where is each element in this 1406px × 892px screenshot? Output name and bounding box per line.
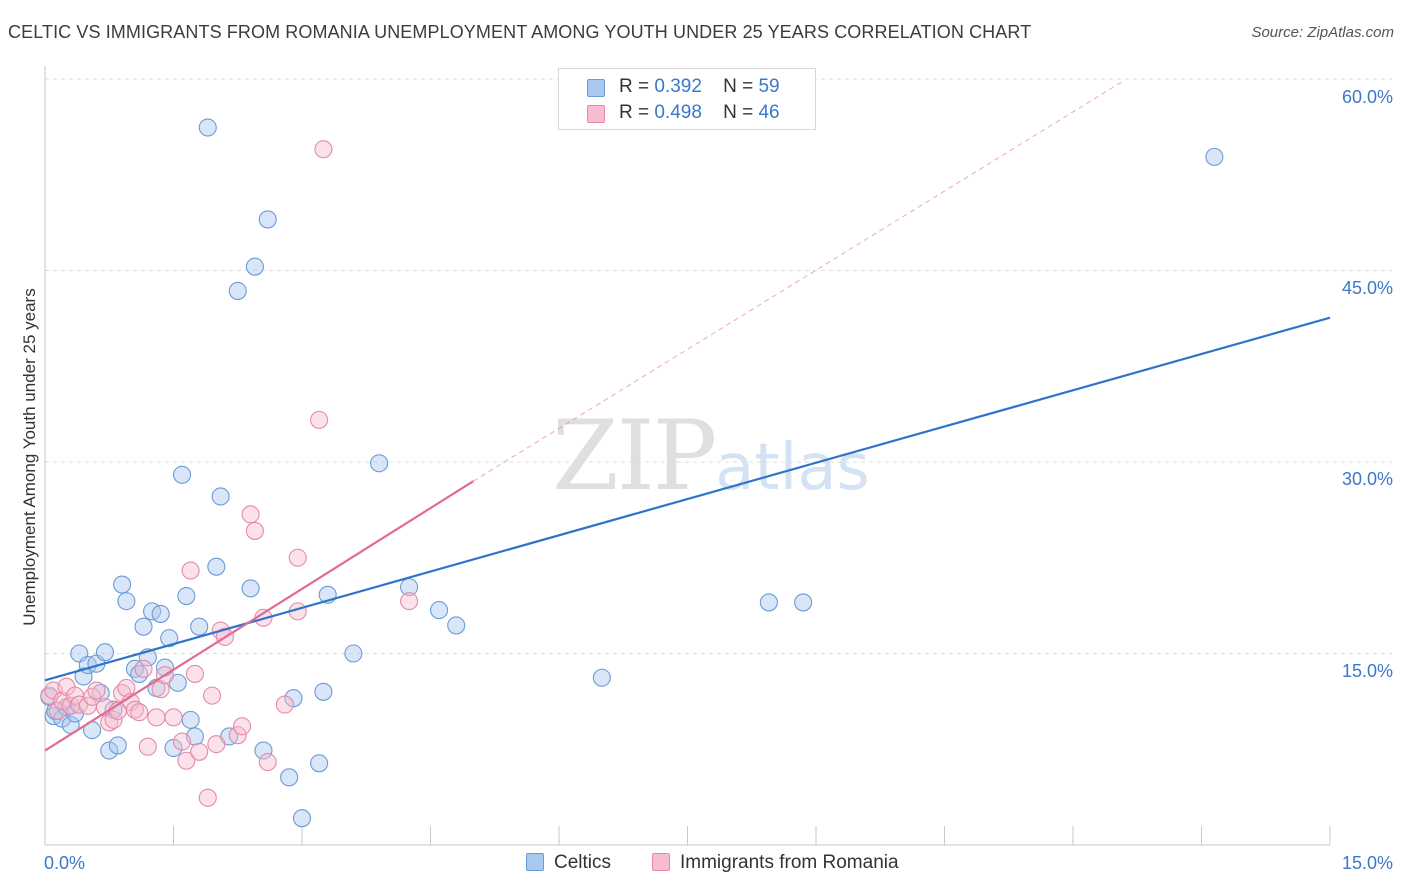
y-tick-label-45: 45.0% [1341,278,1393,298]
point-celtics-18 [117,592,136,611]
bottom-legend-swatch-romania [652,853,670,871]
legend-r-label: R = [619,102,650,123]
point-celtics-14 [100,741,119,760]
trendline-romania-extension [473,79,1125,482]
trendline-celtics [44,316,1331,682]
point-celtics-32 [181,710,200,729]
point-celtics-46 [292,809,312,828]
point-celtics-57 [794,593,813,612]
point-celtics-39 [228,281,247,300]
point-romania-45 [310,410,329,429]
point-romania-27 [177,751,196,770]
point-romania-13 [104,710,123,729]
point-romania-22 [147,708,166,727]
point-celtics-55 [592,668,611,687]
legend-n-label: N = [723,102,754,123]
point-romania-30 [190,742,209,761]
point-romania-41 [258,752,277,772]
point-romania-32 [203,686,222,705]
point-romania-36 [228,726,247,745]
point-romania-42 [275,695,294,714]
point-celtics-50 [344,644,363,663]
point-celtics-34 [190,617,209,636]
y-tick-label-60: 60.0% [1341,87,1393,107]
point-celtics-47 [310,754,329,773]
point-romania-23 [151,680,170,699]
point-romania-21 [138,737,157,756]
point-celtics-21 [134,617,153,636]
point-celtics-25 [151,604,170,623]
point-celtics-51 [370,454,389,473]
point-romania-37 [232,717,252,736]
point-celtics-48 [314,682,333,701]
point-celtics-16 [108,736,127,755]
point-romania-29 [185,664,204,683]
watermark-atlas: atlas [715,431,870,505]
point-romania-39 [245,521,264,540]
point-celtics-36 [207,557,226,576]
point-celtics-13 [95,643,115,662]
point-romania-10 [87,681,106,700]
point-celtics-30 [173,465,192,484]
point-celtics-8 [74,667,93,686]
point-celtics-27 [160,629,179,648]
point-romania-16 [117,678,136,698]
point-romania-33 [207,735,226,754]
bottom-legend-romania: Immigrants from Romania [652,852,899,874]
watermark-zip: ZIP [552,400,717,512]
point-celtics-35 [198,118,217,137]
point-romania-46 [314,140,333,159]
x-tick-label-min: 0.0% [44,853,86,873]
x-tick-label-max: 15.0% [1341,853,1393,873]
point-celtics-40 [241,579,260,598]
legend-swatch-celtics [587,79,605,97]
point-celtics-56 [759,593,778,612]
point-celtics-58 [1205,147,1224,166]
y-tick-label-15: 15.0% [1341,661,1393,681]
bottom-legend-label-celtics: Celtics [554,852,612,873]
trendline-romania [44,480,474,752]
point-celtics-37 [211,487,230,506]
point-celtics-17 [113,575,132,594]
chart-source: Source: ZipAtlas.com [1251,24,1394,41]
chart-title: CELTIC VS IMMIGRANTS FROM ROMANIA UNEMPL… [8,22,1032,42]
legend-r-label: R = [619,76,650,97]
legend-n-value: 46 [758,102,780,123]
point-celtics-41 [245,257,264,276]
point-celtics-53 [430,601,449,620]
point-romania-20 [134,659,153,678]
stats-legend: R = 0.392 N = 59 R = 0.498 N = 46 [558,68,816,130]
legend-n-value: 59 [758,76,780,97]
point-romania-25 [164,708,183,727]
watermark: ZIPatlas [552,400,870,512]
legend-n-label: N = [723,76,754,97]
bottom-legend-celtics: Celtics [526,852,611,874]
point-romania-28 [181,561,200,580]
legend-swatch-romania [587,105,605,123]
point-celtics-44 [280,768,299,787]
legend-r-value: 0.498 [654,102,702,123]
point-romania-47 [400,592,419,611]
y-tick-label-30: 30.0% [1341,469,1393,489]
legend-r-value: 0.392 [654,76,702,97]
bottom-legend-label-romania: Immigrants from Romania [680,852,899,873]
point-romania-38 [241,505,260,524]
point-celtics-42 [254,741,273,760]
point-romania-26 [173,732,192,751]
point-romania-31 [198,788,217,807]
point-celtics-31 [177,586,196,606]
bottom-legend-swatch-celtics [526,853,544,871]
point-celtics-54 [447,616,466,635]
point-celtics-43 [258,210,277,229]
point-romania-43 [288,548,307,567]
point-romania-19 [130,703,149,722]
